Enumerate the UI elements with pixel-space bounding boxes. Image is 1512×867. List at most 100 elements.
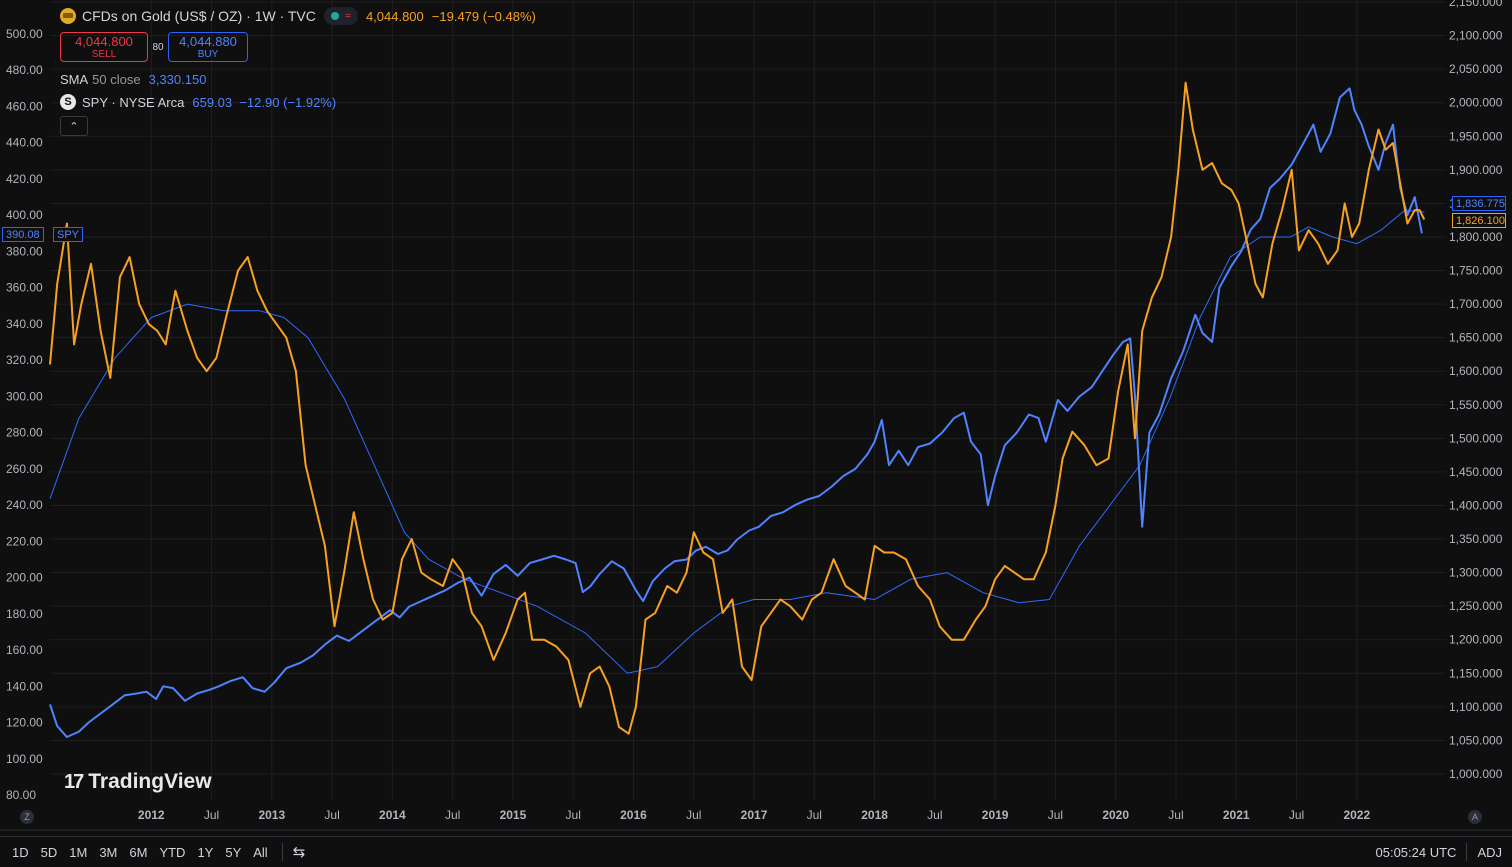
tradingview-mark-icon: 17 — [64, 771, 82, 794]
spy-left-axis-value: 390.08 — [2, 227, 44, 242]
time-axis-tick-label: Jul — [324, 808, 339, 822]
toolbar-divider — [1466, 843, 1467, 861]
timeframe-buttons: 1D 5D 1M 3M 6M YTD 1Y 5Y All — [0, 845, 268, 860]
right-axis-tick-label: 1,200.000 — [1449, 633, 1503, 647]
time-axis-tick-label: 2019 — [982, 808, 1009, 822]
series-layer — [50, 83, 1424, 737]
right-price-axis[interactable]: 2,150.0002,100.0002,050.0002,000.0001,95… — [1449, 0, 1503, 781]
left-axis-tick-label: 240.00 — [6, 498, 43, 512]
time-axis-tick-label: Jul — [1168, 808, 1183, 822]
left-axis-mode-button[interactable]: Z — [20, 810, 34, 824]
sma-label: SMA — [60, 72, 88, 87]
left-axis-tick-label: 100.00 — [6, 752, 43, 766]
sma-value: 3,330.150 — [149, 72, 207, 87]
time-axis-tick-label: 2016 — [620, 808, 647, 822]
toolbar-divider — [282, 843, 283, 861]
right-axis-tick-label: 1,050.000 — [1449, 733, 1503, 747]
right-axis-tick-label: 1,350.000 — [1449, 532, 1503, 546]
buy-button[interactable]: 4,044.880 BUY — [168, 32, 248, 62]
adjust-data-button[interactable]: ADJ — [1477, 845, 1502, 860]
market-status[interactable]: ≈ — [324, 7, 358, 25]
collapse-legend-button[interactable]: ⌃ — [60, 116, 88, 136]
right-axis-tick-label: 1,250.000 — [1449, 599, 1503, 613]
right-axis-tick-label: 2,050.000 — [1449, 62, 1503, 76]
left-axis-tick-label: 180.00 — [6, 607, 43, 621]
sma-params: 50 close — [92, 72, 140, 87]
tradingview-logo[interactable]: 17 TradingView — [64, 770, 212, 794]
sell-price: 4,044.800 — [61, 34, 147, 49]
sma-50-line — [50, 210, 1424, 673]
time-axis-tick-label: 2021 — [1223, 808, 1250, 822]
timeframe-6m-button[interactable]: 6M — [129, 845, 147, 860]
spy-left-axis-symbol: SPY — [53, 227, 83, 242]
right-axis-tick-label: 1,000.000 — [1449, 767, 1503, 781]
buy-label: BUY — [169, 49, 247, 61]
toolbar-right: 05:05:24 UTC ADJ — [1376, 837, 1512, 867]
logo-text: TradingView — [88, 770, 211, 794]
right-axis-tick-label: 1,950.000 — [1449, 129, 1503, 143]
sell-label: SELL — [61, 49, 147, 61]
calendar-range-icon[interactable]: ⇆ — [293, 843, 306, 861]
chevron-up-icon: ⌃ — [69, 120, 78, 133]
symbol-title[interactable]: CFDs on Gold (US$ / OZ) · 1W · TVC — [82, 8, 316, 24]
left-axis-tick-label: 500.00 — [6, 27, 43, 41]
left-axis-tick-label: 480.00 — [6, 63, 43, 77]
right-axis-tick-label: 1,650.000 — [1449, 331, 1503, 345]
time-axis-tick-label: Jul — [1048, 808, 1063, 822]
timeframe-1d-button[interactable]: 1D — [12, 845, 29, 860]
buy-price: 4,044.880 — [169, 34, 247, 49]
time-axis-tick-label: Jul — [807, 808, 822, 822]
time-axis-tick-label: Jul — [566, 808, 581, 822]
market-open-dot-icon — [331, 12, 339, 20]
right-axis-tick-label: 2,100.000 — [1449, 29, 1503, 43]
main-series-row[interactable]: CFDs on Gold (US$ / OZ) · 1W · TVC ≈ 4,0… — [60, 6, 536, 26]
time-axis-tick-label: 2013 — [258, 808, 285, 822]
time-axis-tick-label: Jul — [445, 808, 460, 822]
right-axis-tick-label: 1,500.000 — [1449, 431, 1503, 445]
left-price-axis[interactable]: 500.00480.00460.00440.00420.00400.00380.… — [6, 27, 43, 802]
sell-button[interactable]: 4,044.800 SELL — [60, 32, 148, 62]
timeframe-1y-button[interactable]: 1Y — [197, 845, 213, 860]
left-axis-tick-label: 200.00 — [6, 571, 43, 585]
time-axis-tick-label: Jul — [1289, 808, 1304, 822]
right-axis-tick-label: 1,300.000 — [1449, 566, 1503, 580]
spy-row[interactable]: S SPY · NYSE Arca 659.03 −12.90 (−1.92%) — [60, 92, 536, 112]
time-axis-tick-label: 2020 — [1102, 808, 1129, 822]
left-axis-tick-label: 140.00 — [6, 679, 43, 693]
utc-clock[interactable]: 05:05:24 UTC — [1376, 845, 1457, 860]
left-axis-tick-label: 120.00 — [6, 716, 43, 730]
right-axis-tick-label: 1,450.000 — [1449, 465, 1503, 479]
left-axis-tick-label: 420.00 — [6, 172, 43, 186]
spy-values: 659.03 −12.90 (−1.92%) — [192, 95, 336, 110]
trade-buttons: 4,044.800 SELL 80 4,044.880 BUY — [60, 30, 536, 64]
left-axis-tick-label: 440.00 — [6, 136, 43, 150]
left-axis-tick-label: 360.00 — [6, 281, 43, 295]
left-axis-tick-label: 280.00 — [6, 426, 43, 440]
price-change: −19.479 (−0.48%) — [432, 9, 536, 24]
left-axis-tick-label: 320.00 — [6, 353, 43, 367]
gold-price-line — [50, 83, 1424, 734]
time-axis-tick-label: Jul — [204, 808, 219, 822]
time-axis-tick-label: Jul — [686, 808, 701, 822]
right-axis-mode-button[interactable]: A — [1468, 810, 1482, 824]
time-axis-tick-label: 2014 — [379, 808, 406, 822]
right-axis-tick-label: 1,100.000 — [1449, 700, 1503, 714]
sma-right-axis-value: 1,836.775 — [1452, 196, 1506, 211]
right-axis-tick-label: 2,000.000 — [1449, 96, 1503, 110]
timeframe-3m-button[interactable]: 3M — [99, 845, 117, 860]
timeframe-all-button[interactable]: All — [253, 845, 267, 860]
chart-legend: CFDs on Gold (US$ / OZ) · 1W · TVC ≈ 4,0… — [60, 6, 536, 136]
timeframe-5y-button[interactable]: 5Y — [225, 845, 241, 860]
sma-row[interactable]: SMA 50 close 3,330.150 — [60, 69, 536, 89]
timeframe-1m-button[interactable]: 1M — [69, 845, 87, 860]
spy-name[interactable]: SPY · NYSE Arca — [82, 95, 184, 110]
timeframe-5d-button[interactable]: 5D — [41, 845, 58, 860]
time-axis-tick-label: 2018 — [861, 808, 888, 822]
gold-right-axis-value: 1,826.100 — [1452, 213, 1506, 228]
left-axis-tick-label: 80.00 — [6, 788, 36, 802]
data-delay-icon: ≈ — [345, 10, 351, 22]
left-axis-tick-label: 300.00 — [6, 389, 43, 403]
timeframe-ytd-button[interactable]: YTD — [159, 845, 185, 860]
left-axis-tick-label: 380.00 — [6, 244, 43, 258]
